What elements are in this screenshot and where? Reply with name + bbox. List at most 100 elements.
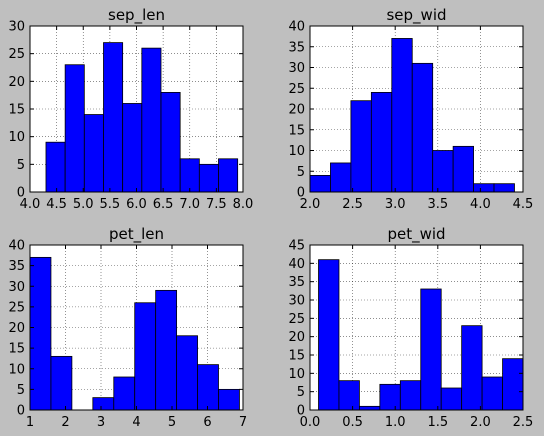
x-tick-label: 2.0 — [300, 197, 321, 212]
x-tick-label: 2.5 — [513, 415, 534, 430]
x-tick-label: 4.5 — [513, 197, 534, 212]
chart-title: pet_wid — [387, 225, 445, 244]
y-tick-label: 40 — [288, 20, 305, 35]
x-tick-label: 4.5 — [46, 197, 67, 212]
y-tick-label: 30 — [288, 61, 305, 76]
y-tick-label: 10 — [8, 362, 25, 377]
histogram-bar — [391, 38, 413, 193]
histogram-bar — [29, 256, 52, 411]
y-tick-label: 5 — [17, 158, 25, 173]
y-tick-label: 15 — [8, 103, 25, 118]
x-tick-label: 4.0 — [470, 197, 491, 212]
x-tick-label: 1.0 — [385, 415, 406, 430]
histogram-bar — [113, 376, 136, 411]
y-tick-label: 10 — [8, 130, 25, 145]
histogram-bar — [92, 397, 115, 411]
histogram-bar — [420, 288, 442, 411]
histogram-bar — [350, 100, 372, 193]
x-tick-label: 5 — [168, 415, 176, 430]
y-tick-label: 30 — [288, 294, 305, 309]
x-tick-label: 2.0 — [470, 415, 491, 430]
y-tick-label: 35 — [288, 275, 305, 290]
y-tick-label: 40 — [8, 239, 25, 254]
histogram-bar — [309, 174, 331, 193]
histogram-bar — [318, 259, 340, 411]
axes-frame — [309, 244, 524, 411]
x-tick-label: 6.0 — [126, 197, 147, 212]
x-tick-label: 6.5 — [153, 197, 174, 212]
y-tick-label: 20 — [8, 321, 25, 336]
histogram-bar — [440, 387, 463, 411]
histogram-bar — [45, 141, 66, 193]
x-tick-label: 4.0 — [20, 197, 41, 212]
y-tick-label: 25 — [8, 300, 25, 315]
y-tick-label: 25 — [288, 82, 305, 97]
x-tick-label: 5.0 — [73, 197, 94, 212]
y-tick-label: 20 — [288, 103, 305, 118]
histogram-bar — [160, 92, 181, 193]
histogram-bar — [452, 145, 474, 193]
chart-title: pet_len — [109, 225, 164, 244]
y-tick-label: 35 — [288, 40, 305, 55]
x-tick-label: 2 — [61, 415, 69, 430]
y-tick-label: 5 — [297, 385, 305, 400]
y-tick-label: 15 — [288, 349, 305, 364]
histogram-bar — [50, 355, 73, 411]
x-tick-label: 3.5 — [427, 197, 448, 212]
y-tick-label: 30 — [8, 280, 25, 295]
x-tick-label: 3 — [97, 415, 105, 430]
x-tick-label: 5.5 — [100, 197, 121, 212]
chart-title: sep_len — [108, 6, 165, 25]
histogram-bar — [103, 42, 124, 193]
x-tick-label: 6 — [203, 415, 211, 430]
y-tick-label: 20 — [288, 330, 305, 345]
histogram-bar — [218, 158, 239, 193]
histogram-bar — [122, 103, 143, 193]
histogram-bar — [134, 302, 157, 411]
histogram-bar — [330, 162, 352, 193]
y-tick-label: 45 — [288, 239, 305, 254]
histogram-bar — [370, 92, 393, 193]
histogram-bar — [176, 335, 198, 411]
x-tick-label: 7 — [239, 415, 247, 430]
histogram-bar — [379, 383, 401, 411]
subplot-sep-wid: 2.0 2.5 3.0 3.5 4.0 4.5 0 5 10 15 20 25 30 35 40 sep_wi… — [288, 6, 533, 212]
histogram-bar — [338, 380, 360, 411]
histogram-bar — [198, 163, 219, 193]
y-tick-label: 35 — [8, 259, 25, 274]
x-tick-label: 0.0 — [300, 415, 321, 430]
y-tick-label: 0 — [17, 404, 25, 419]
y-tick-label: 0 — [17, 186, 25, 201]
subplot-sep-len: 4.0 4.5 5.0 5.5 6.0 6.5 7.0 7.5 8.0 0 5 10 15 20 25 30 s… — [8, 6, 253, 212]
histogram-bar — [83, 114, 104, 193]
histogram-bar — [218, 388, 240, 411]
x-tick-label: 3.0 — [385, 197, 406, 212]
histogram-bar — [432, 150, 454, 193]
subplot-pet-wid: 0.0 0.5 1.0 1.5 2.0 2.5 0 5 10 15 20 25 30 35 40 45 pet_… — [288, 225, 533, 430]
x-tick-label: 2.5 — [342, 197, 363, 212]
y-tick-label: 25 — [288, 312, 305, 327]
y-tick-label: 15 — [8, 342, 25, 357]
histogram-bar — [359, 405, 381, 411]
subplot-pet-len: 1 2 3 4 5 6 7 0 5 10 15 20 25 30 35 40 pet_len — [8, 225, 247, 430]
histogram-bar — [141, 47, 162, 193]
y-tick-label: 20 — [8, 75, 25, 90]
histogram-bar — [473, 183, 495, 193]
y-tick-label: 15 — [288, 123, 305, 138]
histogram-bar — [399, 380, 422, 411]
histogram-bar — [502, 358, 524, 411]
histogram-bar — [493, 183, 515, 193]
histogram-bar — [179, 158, 200, 193]
x-tick-label: 1.5 — [427, 415, 448, 430]
x-tick-label: 7.0 — [179, 197, 200, 212]
x-tick-label: 4 — [132, 415, 140, 430]
histogram-bar — [64, 64, 85, 193]
y-tick-label: 30 — [8, 20, 25, 35]
x-tick-label: 0.5 — [342, 415, 363, 430]
x-tick-label: 7.5 — [206, 197, 227, 212]
x-tick-label: 1 — [26, 415, 34, 430]
y-tick-label: 10 — [288, 144, 305, 159]
chart-title: sep_wid — [386, 6, 446, 25]
x-tick-label: 8.0 — [233, 197, 254, 212]
